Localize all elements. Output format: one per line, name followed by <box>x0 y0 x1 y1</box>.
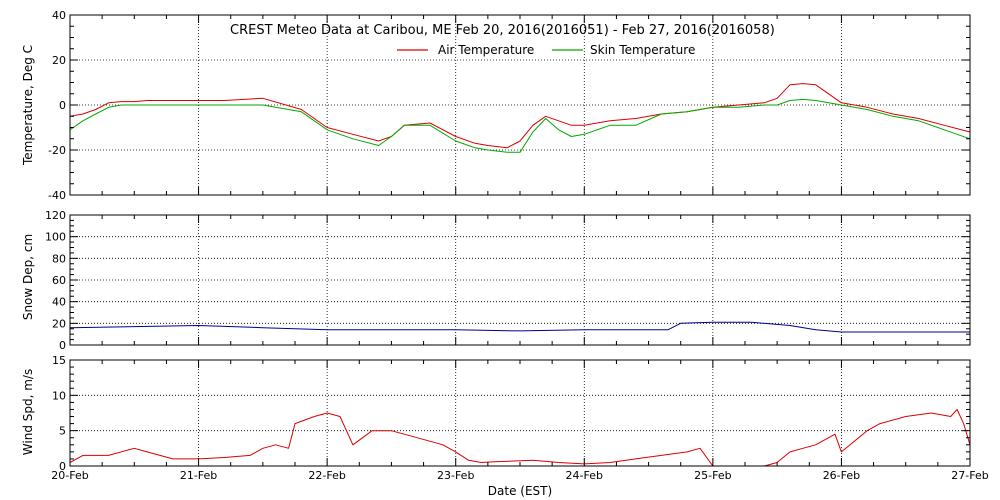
snow-axis-title: Snow Dep, cm <box>21 234 35 320</box>
panel-frame <box>69 359 971 467</box>
legend-label-air: Air Temperature <box>438 43 534 57</box>
y-tick-label: -20 <box>48 144 66 157</box>
legend: Air Temperature Skin Temperature <box>397 43 695 57</box>
series-line-0-1 <box>69 98 971 153</box>
y-tick-label: 0 <box>59 99 66 112</box>
y-tick-label: 0 <box>59 339 66 352</box>
y-tick-label: 100 <box>45 231 66 244</box>
chart-title: CREST Meteo Data at Caribou, ME Feb 20, … <box>230 23 775 38</box>
series-layer <box>69 83 971 467</box>
date-axis-title: Date (EST) <box>488 484 552 498</box>
series-line-0-0 <box>69 83 971 149</box>
y-tick-label: 15 <box>52 354 66 367</box>
y-tick-label: 60 <box>52 274 66 287</box>
temperature-axis-title: Temperature, Deg C <box>21 45 35 166</box>
label-layer: -40 -20 0 20 40 0 20 40 60 80 100 120 0 5 10 15 20-Feb 21… <box>45 9 989 482</box>
y-tick-label: 40 <box>52 9 66 22</box>
legend-label-skin: Skin Temperature <box>590 43 695 57</box>
y-tick-label: 80 <box>52 252 66 265</box>
y-tick-label: 5 <box>59 425 66 438</box>
x-tick-label: 20-Feb <box>51 469 88 482</box>
y-tick-label: 40 <box>52 296 66 309</box>
series-line-2-0 <box>69 409 971 467</box>
wind-axis-title: Wind Spd, m/s <box>21 369 35 455</box>
y-tick-label: 20 <box>52 317 66 330</box>
x-tick-label: 27-Feb <box>951 469 988 482</box>
x-tick-label: 25-Feb <box>694 469 731 482</box>
frame-layer <box>69 14 971 467</box>
x-tick-label: 24-Feb <box>566 469 603 482</box>
x-tick-label: 23-Feb <box>437 469 474 482</box>
y-tick-label: 20 <box>52 54 66 67</box>
y-tick-label: 120 <box>45 209 66 222</box>
y-tick-label: -40 <box>48 189 66 202</box>
x-tick-label: 26-Feb <box>823 469 860 482</box>
series-line-1-0 <box>69 321 970 333</box>
x-tick-label: 21-Feb <box>180 469 217 482</box>
y-tick-label: 10 <box>52 389 66 402</box>
y-tick-label: 0 <box>59 460 66 473</box>
grid-layer <box>70 15 970 466</box>
x-tick-label: 22-Feb <box>308 469 345 482</box>
